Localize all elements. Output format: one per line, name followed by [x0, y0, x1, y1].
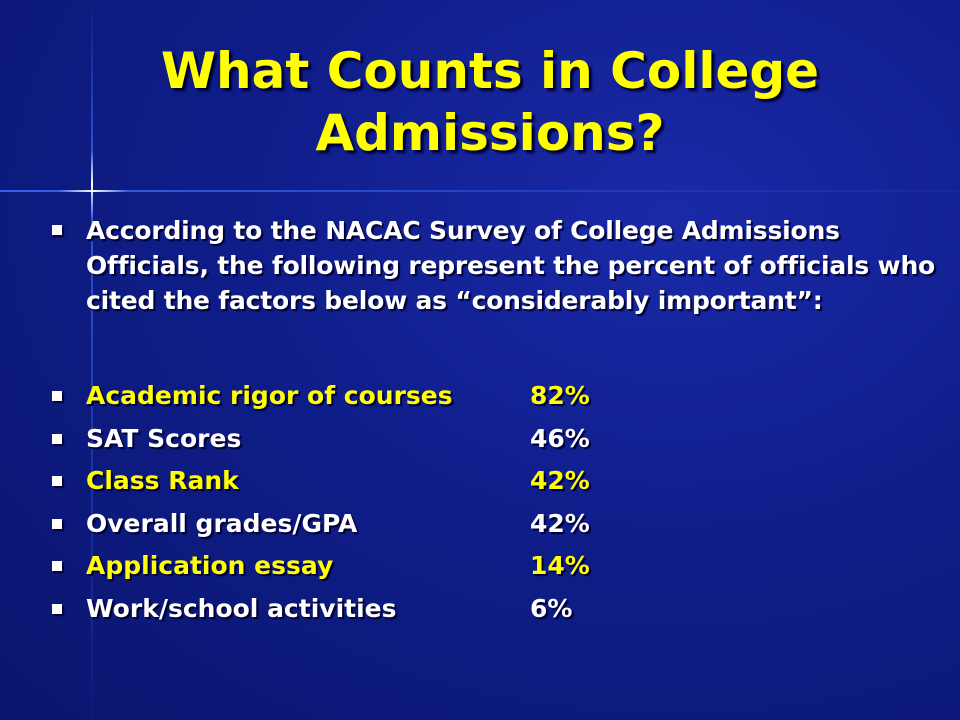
square-bullet-icon [52, 433, 62, 444]
square-bullet-icon [52, 476, 62, 486]
square-bullet-icon [52, 391, 62, 401]
list-item: SAT Scores 46% [52, 421, 932, 464]
square-bullet-icon [52, 561, 62, 571]
factor-value: 42% [530, 508, 590, 538]
list-item: Overall grades/GPA 42% [52, 506, 932, 549]
decorative-horizontal-line [0, 190, 960, 192]
list-item: Class Rank 42% [52, 463, 932, 506]
square-bullet-icon [52, 518, 62, 529]
factor-list: Academic rigor of courses 82% SAT Scores… [52, 378, 932, 633]
decorative-vertical-glow [91, 150, 93, 220]
factor-label: Work/school activities [86, 593, 397, 623]
factor-value: 82% [530, 381, 590, 410]
decorative-vertical-line [91, 0, 93, 720]
factor-label: Class Rank [86, 466, 239, 495]
list-item: Work/school activities 6% [52, 591, 932, 634]
factor-label: Academic rigor of courses [86, 381, 453, 410]
factor-label: Application essay [86, 551, 334, 580]
intro-text: According to the NACAC Survey of College… [86, 216, 936, 315]
square-bullet-icon [52, 225, 62, 235]
square-bullet-icon [52, 603, 62, 614]
factor-value: 14% [530, 551, 590, 580]
factor-label: SAT Scores [86, 423, 242, 453]
slide-title: What Counts in College Admissions? [160, 42, 820, 162]
list-item: Academic rigor of courses 82% [52, 378, 932, 421]
intro-bullet: According to the NACAC Survey of College… [52, 213, 952, 318]
decorative-horizontal-glow [58, 190, 128, 192]
factor-value: 46% [530, 423, 590, 453]
list-item: Application essay 14% [52, 548, 932, 591]
factor-value: 6% [530, 593, 573, 623]
factor-value: 42% [530, 466, 590, 495]
factor-label: Overall grades/GPA [86, 508, 358, 538]
